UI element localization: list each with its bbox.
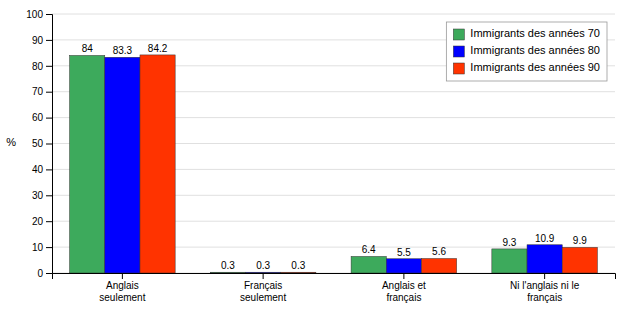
y-axis-title: %	[6, 136, 16, 148]
bar-series	[140, 55, 597, 273]
tick-mark	[46, 92, 52, 93]
tick-label: 60	[32, 112, 44, 123]
data-label: 0.3	[221, 260, 235, 271]
data-label: 5.5	[397, 247, 411, 258]
bar	[105, 57, 140, 273]
data-label: 84	[82, 43, 94, 54]
legend-item: Immigrants des années 70	[453, 27, 600, 40]
tick-mark	[263, 273, 264, 279]
x-tick: Françaisseulement	[240, 273, 286, 303]
legend: Immigrants des années 70 Immigrants des a…	[446, 22, 607, 81]
bar	[246, 272, 281, 273]
y-tick: 100	[26, 9, 52, 20]
tick-label: 10	[32, 242, 44, 253]
tick-label: Ni l'anglais ni lefrançais	[510, 280, 580, 303]
data-label: 9.9	[573, 235, 587, 246]
tick-mark	[46, 221, 52, 222]
y-tick: 80	[32, 61, 52, 72]
bar	[562, 247, 597, 273]
tick-mark	[46, 273, 52, 274]
y-tick: 10	[32, 242, 52, 253]
data-label: 83.3	[113, 45, 133, 56]
bar	[527, 245, 562, 273]
y-tick: 0	[37, 268, 52, 279]
tick-label: 80	[32, 61, 44, 72]
tick-mark	[46, 144, 52, 145]
tick-mark	[46, 118, 52, 119]
tick-mark	[46, 66, 52, 67]
data-label: 5.6	[432, 246, 446, 257]
bar	[351, 256, 386, 273]
bar	[210, 272, 245, 273]
legend-swatch	[453, 29, 464, 40]
chart: 84 0.3 6.4 9.3 83.3 0.3 5.5 10.9 84.2 0.3 5.6 9.9 0 1…	[0, 0, 629, 315]
y-tick: 30	[32, 190, 52, 201]
tick-label: 100	[26, 9, 43, 20]
legend-box	[446, 22, 607, 81]
tick-mark	[46, 14, 52, 15]
y-tick: 60	[32, 112, 52, 123]
tick-mark	[46, 169, 52, 170]
bars	[70, 55, 598, 273]
bar	[281, 272, 316, 273]
tick-label: Françaisseulement	[240, 280, 286, 303]
tick-label: Anglaisseulement	[99, 280, 145, 303]
tick-label: 50	[32, 138, 44, 149]
legend-swatch	[453, 46, 464, 57]
bar	[492, 249, 527, 273]
tick-mark	[544, 273, 545, 279]
axis-line	[46, 15, 53, 274]
y-tick: 90	[32, 35, 52, 46]
y-tick: 70	[32, 86, 52, 97]
tick-mark	[46, 195, 52, 196]
y-tick: 50	[32, 138, 52, 149]
tick-label: 90	[32, 35, 44, 46]
x-axis: Anglaisseulement Françaisseulement Anglais…	[53, 273, 616, 303]
legend-label: Immigrants des années 90	[470, 61, 600, 73]
data-label: 0.3	[291, 260, 305, 271]
axis-line	[53, 274, 616, 280]
bar	[386, 259, 421, 273]
tick-mark	[403, 273, 404, 279]
tick-label: 40	[32, 164, 44, 175]
grid-line	[52, 14, 615, 15]
data-label: 84.2	[148, 43, 168, 54]
x-tick: Anglais etfrançais	[382, 273, 426, 303]
tick-label: 30	[32, 190, 44, 201]
plot: 84 0.3 6.4 9.3 83.3 0.3 5.5 10.9 84.2 0.3 5.6 9.9 0 1…	[26, 9, 615, 303]
legend-swatch	[453, 63, 464, 74]
legend-item: Immigrants des années 90	[453, 61, 600, 74]
tick-mark	[46, 247, 52, 248]
y-axis: 0 10 20 30 40 50 60 70 80 90 100	[26, 9, 52, 279]
bar	[421, 258, 456, 273]
x-tick: Ni l'anglais ni lefrançais	[510, 273, 580, 303]
tick-label: Anglais etfrançais	[382, 280, 426, 303]
legend-label: Immigrants des années 70	[470, 27, 600, 39]
data-label: 9.3	[502, 237, 516, 248]
legend-label: Immigrants des années 80	[470, 44, 600, 56]
tick-label: 70	[32, 86, 44, 97]
tick-label: 20	[32, 216, 44, 227]
legend-item: Immigrants des années 80	[453, 44, 600, 57]
y-tick: 40	[32, 164, 52, 175]
bar-series	[70, 55, 527, 273]
data-label: 6.4	[362, 244, 376, 255]
tick-mark	[46, 40, 52, 41]
y-tick: 20	[32, 216, 52, 227]
tick-mark	[122, 273, 123, 279]
bar	[140, 55, 175, 273]
grid	[52, 14, 615, 273]
bar	[70, 55, 105, 273]
x-tick: Anglaisseulement	[99, 273, 145, 303]
data-label: 10.9	[535, 233, 555, 244]
data-label: 0.3	[256, 260, 270, 271]
tick-label: 0	[37, 268, 43, 279]
